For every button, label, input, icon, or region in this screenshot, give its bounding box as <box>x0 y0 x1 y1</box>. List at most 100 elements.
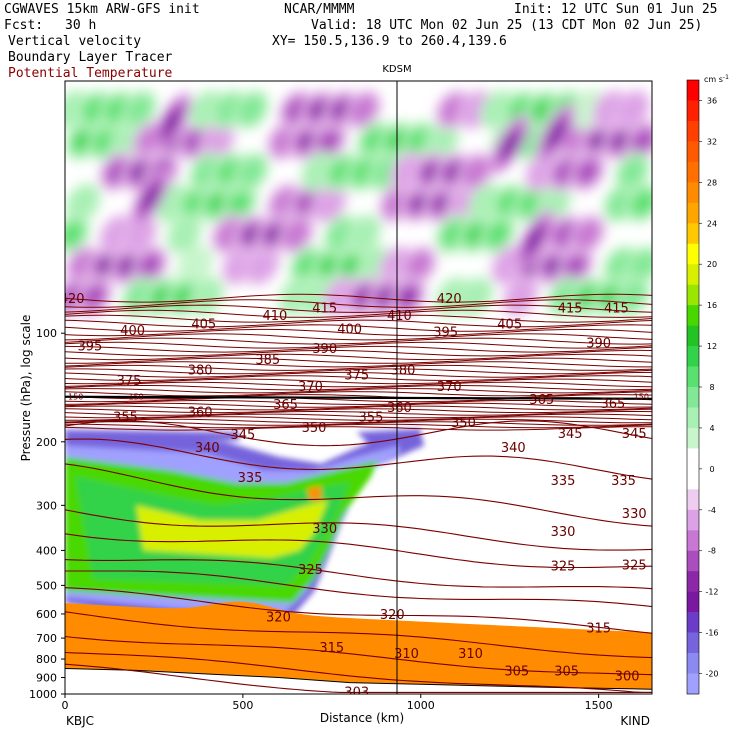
colorbar-bin <box>687 673 699 695</box>
theta-label: 315 <box>586 622 611 637</box>
theta-label: 415 <box>558 302 583 317</box>
colorbar-tick-label: 24 <box>707 219 717 228</box>
vv-cell <box>577 160 598 184</box>
colorbar-tick-label: 16 <box>707 301 717 310</box>
x-tick-label: 1000 <box>407 699 435 712</box>
vv-cell <box>246 228 257 240</box>
theta-label: 355 <box>113 410 138 425</box>
vv-cell <box>548 259 559 271</box>
theta-label: 335 <box>611 474 636 489</box>
boundary-layer-tracer-field <box>65 428 425 639</box>
vv-cell <box>487 222 509 246</box>
theta-label: 360 <box>188 406 213 421</box>
theta-label: 320 <box>266 611 291 626</box>
theta-contour <box>65 324 652 332</box>
theta-label: 320 <box>380 608 405 623</box>
vv-cell <box>299 132 315 150</box>
valid-time: Valid: 18 UTC Mon 02 Jun 25 (13 CDT Mon … <box>311 18 703 33</box>
vv-cell <box>333 101 349 119</box>
colorbar-tick-label: 0 <box>709 465 714 474</box>
vv-streak <box>144 188 157 207</box>
theta-contour <box>65 394 652 400</box>
x-axis: 0 500 1000 1500 <box>62 694 613 712</box>
vv-cell <box>154 288 170 306</box>
vv-cell <box>565 253 587 277</box>
x-tick-label: 0 <box>62 699 69 712</box>
theta-label: 405 <box>497 317 522 332</box>
theta-contour <box>65 328 652 337</box>
theta-contour <box>65 345 652 353</box>
theta-label: 390 <box>312 342 337 357</box>
colorbar-tick-label: 36 <box>707 96 717 105</box>
colorbar-tick-label: 32 <box>707 137 717 146</box>
colorbar-bin <box>687 632 699 654</box>
vv-streak <box>165 113 178 131</box>
theta-label: 400 <box>337 322 362 337</box>
vv-cell <box>126 95 153 124</box>
theta-label: 365 <box>600 397 625 412</box>
org-label: NCAR/MMMM <box>284 2 355 17</box>
terrain-line <box>65 668 652 690</box>
colorbar-tick-label: -12 <box>705 588 718 597</box>
vv-cell <box>238 157 265 187</box>
colorbar-bin <box>687 243 699 265</box>
theta-label: 310 <box>458 647 483 662</box>
colorbar-bin <box>687 325 699 347</box>
colorbar-bin <box>687 571 699 592</box>
y-tick-label: 100 <box>36 327 57 340</box>
colorbar-bin <box>687 264 699 285</box>
y-tick-label: 300 <box>36 499 57 512</box>
vv-streak <box>549 124 563 143</box>
vv-cell <box>176 245 214 286</box>
colorbar-bin <box>687 591 699 613</box>
theta-label: 340 <box>501 441 526 456</box>
y-tick-label: 200 <box>36 436 57 449</box>
theta-label: 415 <box>604 302 629 317</box>
field-potential-temperature: Potential Temperature <box>8 66 173 81</box>
theta-contour-low <box>65 570 652 608</box>
vv-cell <box>574 219 601 249</box>
theta-contour <box>65 353 652 361</box>
theta-contour-low <box>65 559 652 590</box>
theta-label: 330 <box>622 507 647 522</box>
theta-contour-low <box>65 509 652 551</box>
theta-label: 325 <box>622 558 647 573</box>
theta-contour <box>65 337 652 345</box>
theta-contour <box>65 405 652 411</box>
theta-contour <box>65 402 652 408</box>
theta-contour <box>65 314 652 323</box>
cross-section-endpoints: XY= 150.5,136.9 to 260.4,139.6 <box>272 34 507 49</box>
theta-label: 325 <box>551 559 576 574</box>
colorbar: 36 32 28 24 20 16 12 8 4 0 -4 -8 -12 -16 -20 <box>686 79 719 695</box>
left-station-label: KBJC <box>66 714 94 728</box>
colorbar-bin <box>687 427 699 449</box>
theta-label: 330 <box>312 522 337 537</box>
theta-contour <box>65 381 652 388</box>
tracer-sheet-west <box>65 429 240 442</box>
y-axis-label: Pressure (hPa), log scale <box>19 315 33 462</box>
theta-contour <box>65 304 652 313</box>
colorbar-bin <box>687 161 699 183</box>
vv-cell <box>445 163 461 181</box>
vv-cell <box>319 129 340 153</box>
theta-contour <box>65 333 652 341</box>
vv-cell <box>209 194 225 212</box>
vv-cell <box>321 256 338 274</box>
y-tick-label: 1000 <box>29 688 57 701</box>
theta-contour <box>65 371 652 378</box>
vv-cell <box>411 194 427 212</box>
theta-label: 395 <box>433 326 458 341</box>
vv-cell <box>246 248 278 283</box>
vv-cell <box>313 185 345 221</box>
colorbar-bin <box>687 100 699 122</box>
colorbar-bin <box>687 120 699 142</box>
theta-label: 150 <box>68 393 83 402</box>
y-tick-label: 500 <box>36 579 57 592</box>
vv-cell <box>238 95 265 124</box>
theta-label: 380 <box>188 363 213 378</box>
theta-contour <box>65 299 652 308</box>
theta-label: 310 <box>394 647 419 662</box>
colorbar-unit: cm s-1 <box>704 74 729 84</box>
